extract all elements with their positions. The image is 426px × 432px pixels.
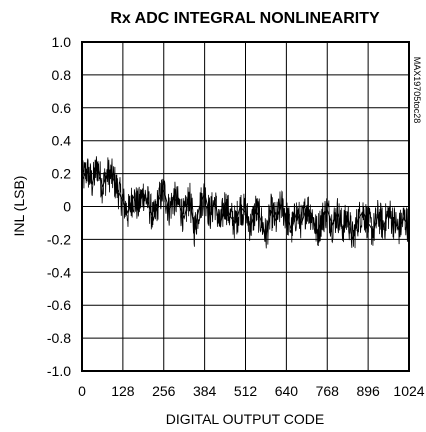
y-tick-label: 0.6: [52, 100, 72, 116]
y-tick-label: 1.0: [52, 34, 72, 50]
y-tick-label: -1.0: [47, 363, 71, 379]
x-axis-label: DIGITAL OUTPUT CODE: [166, 411, 324, 427]
x-tick-label: 256: [152, 383, 176, 399]
x-tick-label: 512: [234, 383, 258, 399]
x-tick-label: 384: [193, 383, 217, 399]
y-tick-label: 0.8: [52, 67, 72, 83]
chart-title: Rx ADC INTEGRAL NONLINEARITY: [110, 10, 380, 27]
x-tick-label: 1024: [393, 383, 424, 399]
x-tick-label: 896: [356, 383, 380, 399]
figure-code-label: MAX19705toc28: [412, 57, 422, 124]
x-tick-label: 128: [111, 383, 135, 399]
y-axis-ticks: 1.0 0.8 0.6 0.4 0.2 0 -0.2 -0.4 -0.6 -0.8 -1.0: [47, 34, 71, 379]
y-tick-label: -0.6: [47, 297, 71, 313]
y-tick-label: -0.2: [47, 231, 71, 247]
y-tick-label: 0: [63, 199, 71, 215]
x-tick-label: 0: [78, 383, 86, 399]
y-axis-label: INL (LSB): [11, 176, 27, 237]
x-tick-label: 768: [316, 383, 340, 399]
y-tick-label: 0.2: [52, 166, 72, 182]
x-axis-ticks: 0 128 256 384 512 640 768 896 1024: [78, 383, 425, 399]
x-tick-label: 640: [275, 383, 299, 399]
y-tick-label: 0.4: [52, 133, 72, 149]
y-tick-label: -0.4: [47, 264, 71, 280]
y-tick-label: -0.8: [47, 330, 71, 346]
